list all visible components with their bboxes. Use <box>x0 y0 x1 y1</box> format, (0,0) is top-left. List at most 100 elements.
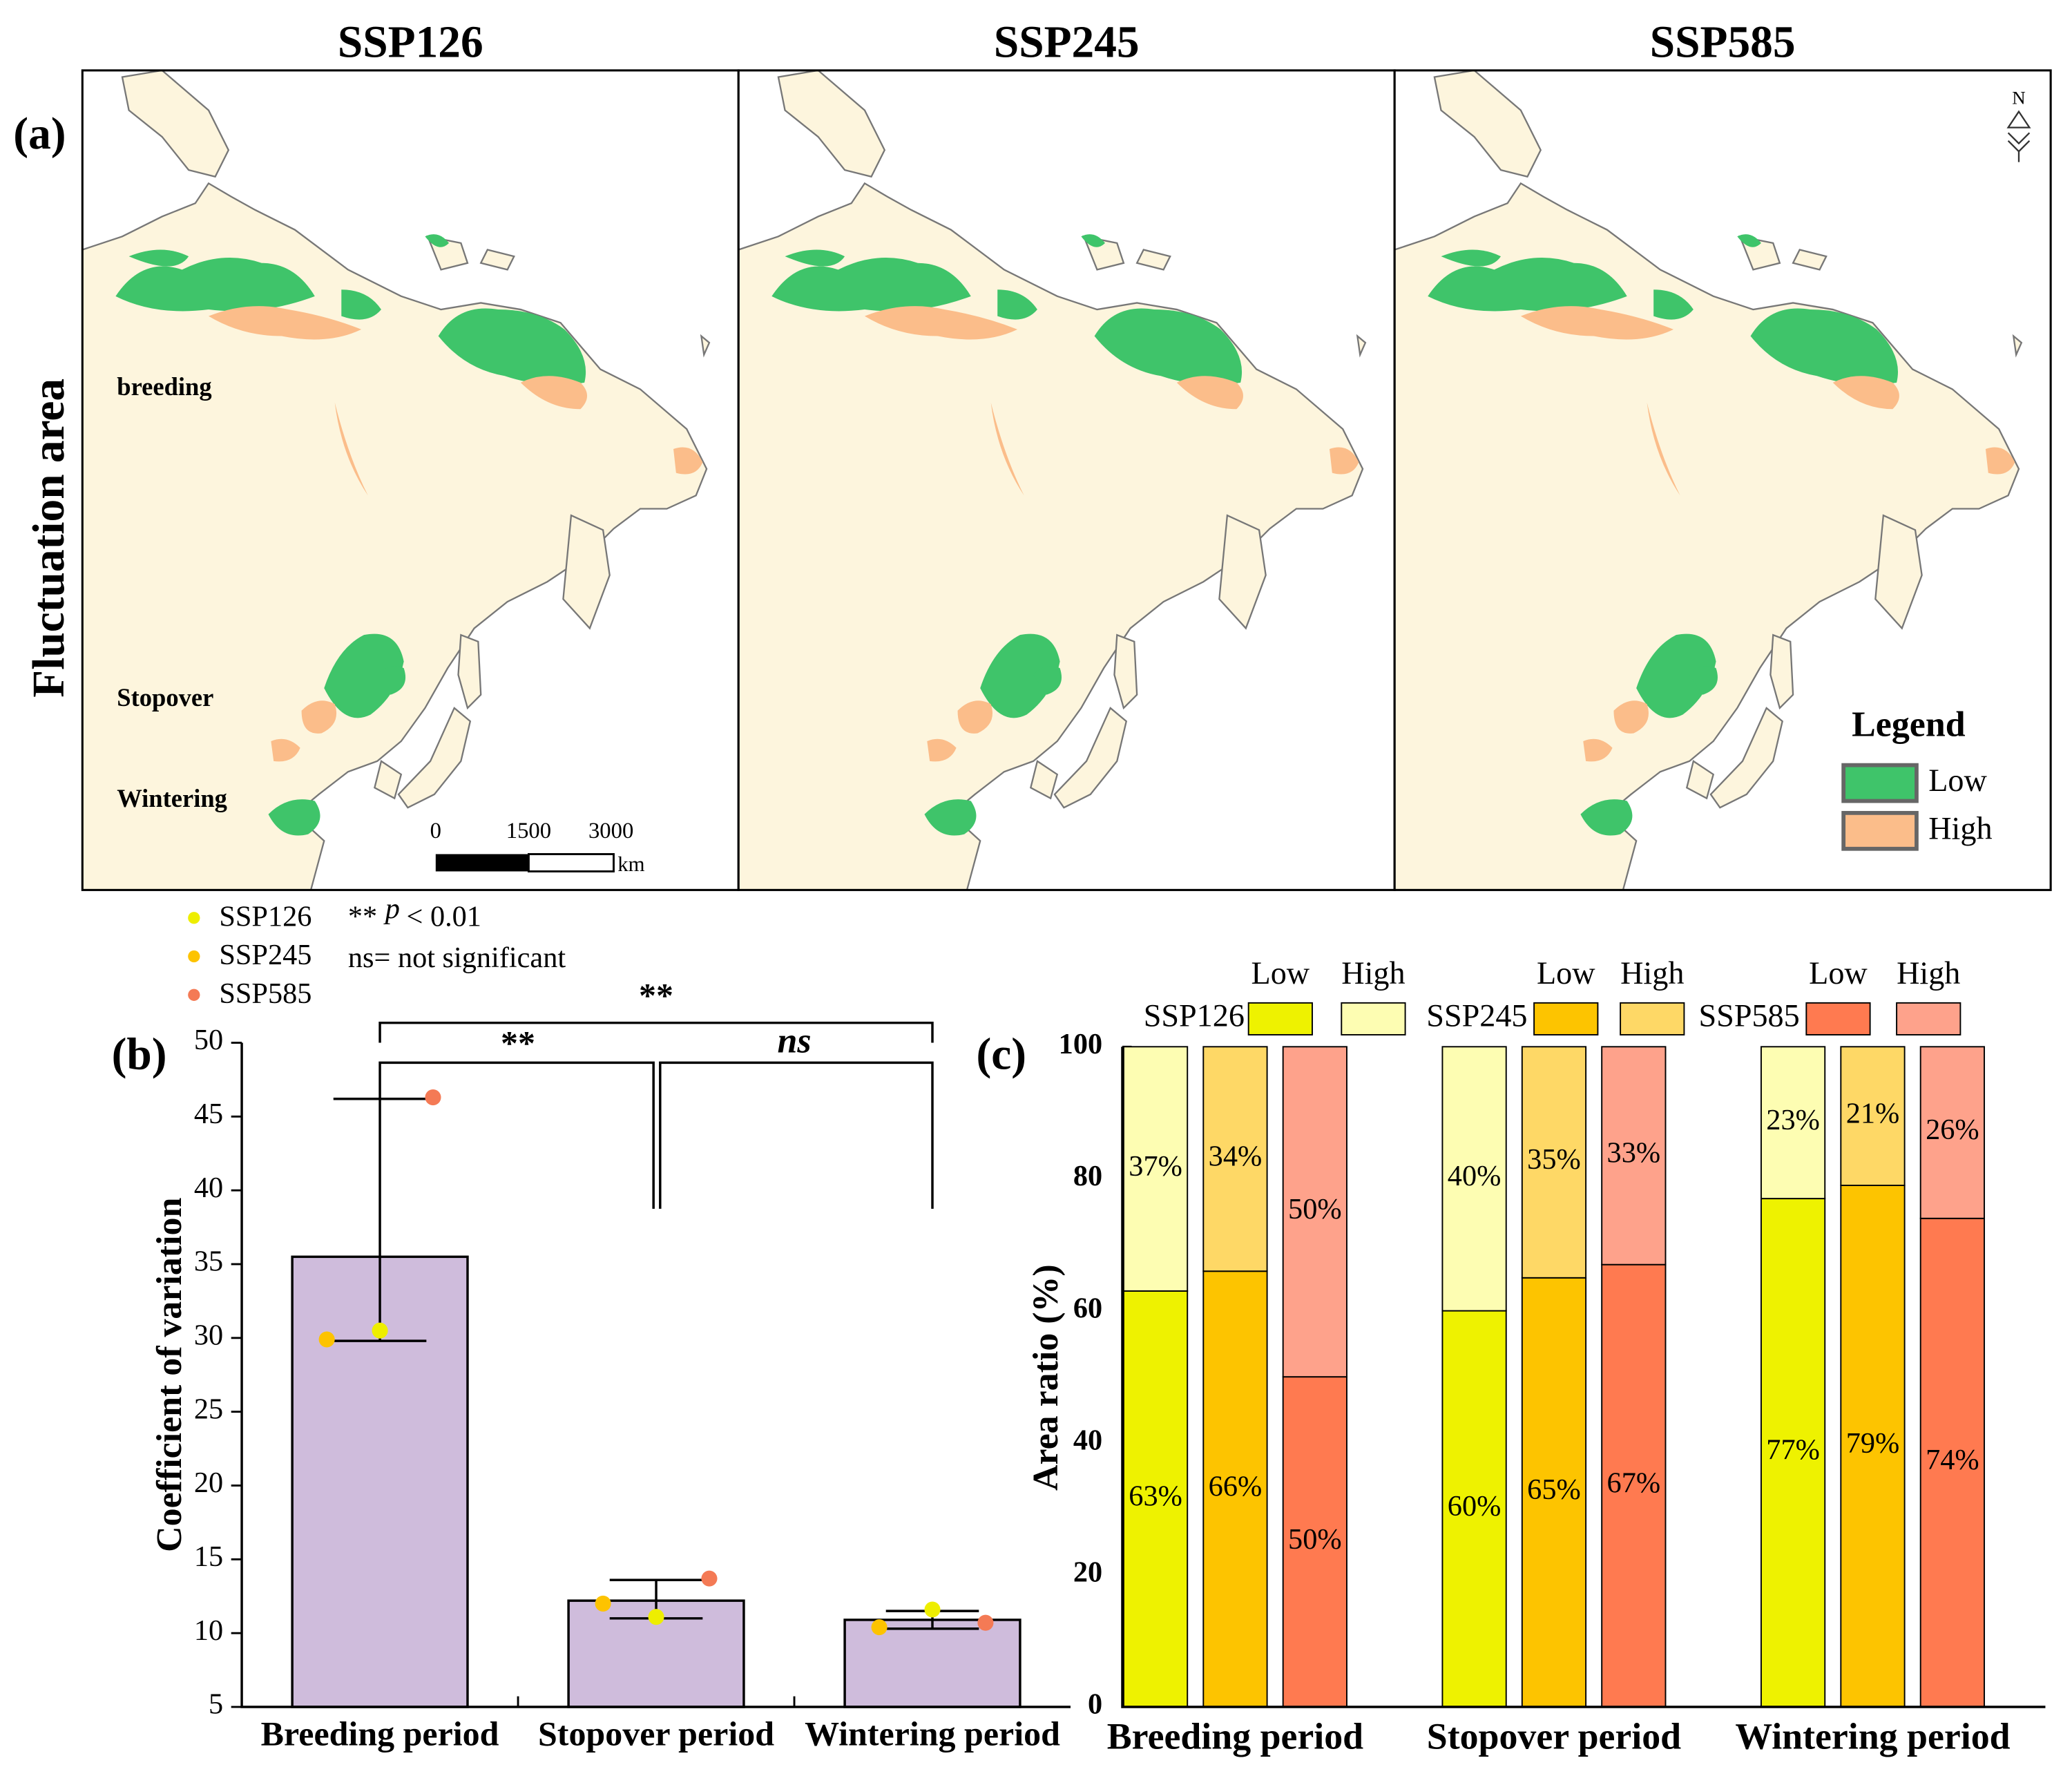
data-label: 60% <box>1448 1490 1502 1522</box>
note: ** <box>348 900 377 933</box>
data-point <box>648 1609 664 1625</box>
axes <box>1121 1047 2046 1708</box>
y-tick-label: 100 <box>1059 1028 1102 1060</box>
data-point <box>701 1570 718 1587</box>
legend-marker <box>188 912 200 924</box>
y-tick-label: 60 <box>1073 1292 1102 1324</box>
map-frame <box>1393 69 2052 891</box>
map-title: SSP126 <box>338 17 483 67</box>
scale-label: 0 <box>430 819 441 843</box>
region-label: Stopover <box>117 683 213 712</box>
bar-segment <box>1840 1046 1906 1186</box>
legend-label: SSP126 <box>1144 998 1245 1033</box>
legend-label: High <box>1897 955 1960 991</box>
scale-label: 3000 <box>588 819 633 843</box>
bar-segment <box>1122 1046 1189 1292</box>
legend-title: Legend <box>1852 705 1966 745</box>
data-label: 50% <box>1288 1523 1342 1556</box>
legend-label: High <box>1928 810 1992 846</box>
y-tick-label: 10 <box>194 1614 223 1647</box>
bar-segment <box>1202 1270 1268 1708</box>
data-label: 37% <box>1129 1150 1182 1183</box>
legend-marker <box>188 989 200 1001</box>
y-tick-label: 40 <box>194 1172 223 1204</box>
axes <box>240 1042 1071 1708</box>
data-point <box>924 1601 941 1618</box>
significance-bracket <box>378 1021 934 1043</box>
data-point <box>425 1089 441 1106</box>
y-axis-title: Area ratio (%) <box>1026 1264 1066 1491</box>
legend-swatch <box>1805 1002 1871 1035</box>
x-tick-label: Wintering period <box>805 1715 1060 1753</box>
legend-label: SSP585 <box>1698 998 1799 1033</box>
legend-swatch <box>1620 1002 1685 1035</box>
bar-segment <box>1521 1046 1587 1279</box>
data-point <box>595 1595 611 1612</box>
x-tick-label: Breeding period <box>261 1715 499 1753</box>
y-tick-label: 30 <box>194 1319 223 1352</box>
data-point <box>318 1331 335 1348</box>
bar-segment <box>1282 1376 1347 1708</box>
map <box>738 69 1396 891</box>
legend-label: Low <box>1251 955 1310 991</box>
bar-segment <box>1760 1198 1826 1708</box>
y-tick-label: 0 <box>1088 1688 1102 1721</box>
legend-label: Low <box>1928 763 1987 798</box>
legend-label: High <box>1620 955 1684 991</box>
data-label: 33% <box>1607 1137 1661 1169</box>
bar-segment <box>1919 1046 1985 1219</box>
annotation: ns <box>777 1021 811 1060</box>
bar-segment <box>1840 1185 1906 1708</box>
y-tick-label: 25 <box>194 1393 223 1425</box>
legend-swatch <box>1841 763 1919 803</box>
bar-segment <box>1521 1277 1587 1708</box>
y-tick-label: 5 <box>209 1688 223 1721</box>
data-label: 50% <box>1288 1193 1342 1225</box>
x-tick-label: Breeding period <box>1107 1715 1363 1757</box>
x-tick-label: Stopover period <box>1427 1715 1681 1757</box>
map-title: SSP585 <box>1650 17 1796 67</box>
x-tick-label: Wintering period <box>1735 1715 2010 1757</box>
y-tick-label: 40 <box>1073 1424 1102 1456</box>
legend-label: SSP245 <box>219 939 311 971</box>
data-label: 34% <box>1209 1140 1263 1172</box>
bar-segment <box>1601 1263 1667 1708</box>
data-label: 40% <box>1448 1160 1502 1192</box>
data-label: 23% <box>1766 1104 1820 1136</box>
map-title: SSP245 <box>994 17 1140 67</box>
data-point <box>977 1614 994 1631</box>
bar-segment <box>1601 1046 1667 1266</box>
legend-swatch <box>1896 1002 1961 1035</box>
data-point <box>871 1619 888 1636</box>
y-tick-label: 15 <box>194 1540 223 1573</box>
north-arrow <box>2006 110 2031 162</box>
annotation: ** <box>501 1024 535 1062</box>
legend-label: SSP245 <box>1426 998 1527 1033</box>
y-tick-label: 50 <box>194 1024 223 1056</box>
significance-bracket <box>378 1061 655 1209</box>
legend-label: High <box>1341 955 1405 991</box>
data-point <box>372 1322 388 1339</box>
panel-label: (c) <box>976 1030 1026 1080</box>
map <box>81 69 740 891</box>
scale-bar <box>527 853 615 872</box>
bar-segment <box>1441 1310 1507 1708</box>
x-tick-label: Stopover period <box>538 1715 774 1753</box>
legend-label: SSP585 <box>219 977 311 1010</box>
bar <box>843 1619 1021 1708</box>
data-label: 35% <box>1527 1143 1581 1176</box>
note: < 0.01 <box>407 900 481 933</box>
legend-swatch <box>1247 1002 1313 1035</box>
region-label: Wintering <box>117 784 227 812</box>
annotation: ** <box>639 976 673 1015</box>
legend-swatch <box>1841 810 1919 851</box>
y-tick-label: 35 <box>194 1245 223 1278</box>
data-label: 79% <box>1846 1427 1900 1460</box>
legend-marker <box>188 950 200 963</box>
bar-segment <box>1282 1046 1347 1378</box>
data-label: 77% <box>1766 1434 1820 1467</box>
bar-segment <box>1919 1217 1985 1708</box>
data-label: 65% <box>1527 1473 1581 1506</box>
legend-label: Low <box>1809 955 1868 991</box>
